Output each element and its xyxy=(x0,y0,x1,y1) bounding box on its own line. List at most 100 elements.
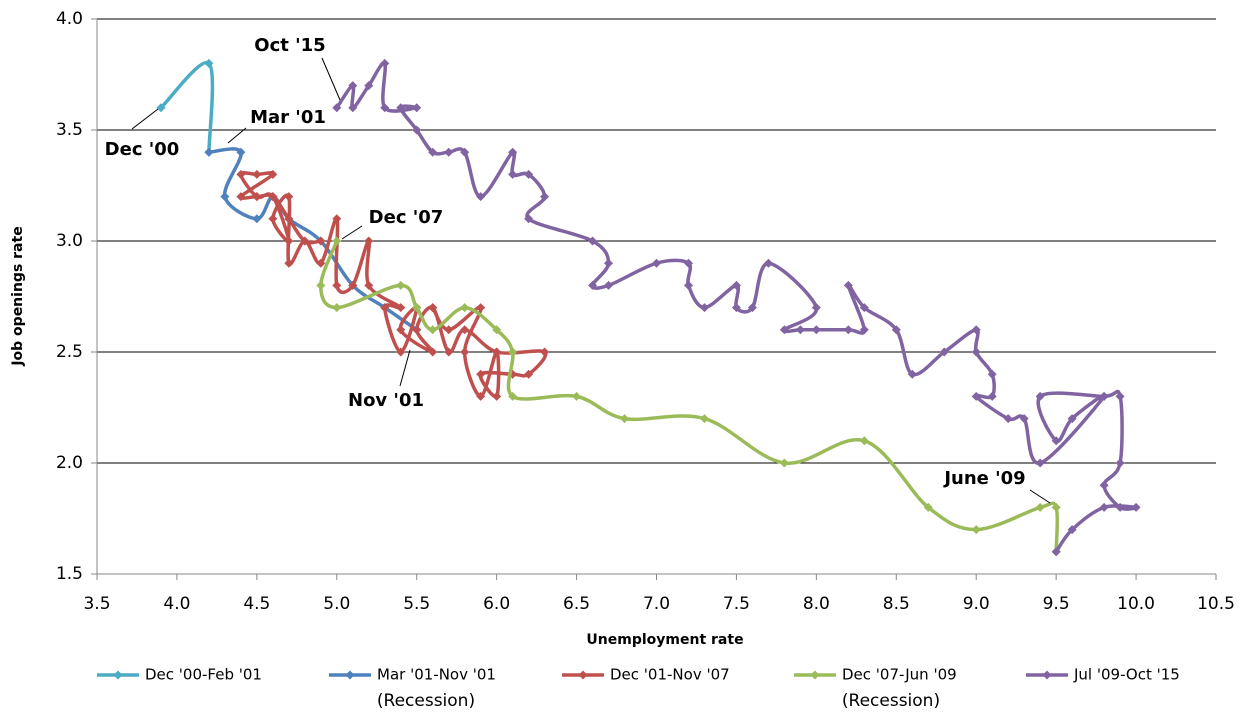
data-point xyxy=(1115,458,1125,468)
data-point xyxy=(1099,502,1109,512)
data-point xyxy=(284,258,294,268)
data-point xyxy=(1099,480,1109,490)
data-point xyxy=(268,214,278,224)
data-point xyxy=(284,214,294,224)
data-point xyxy=(396,303,406,313)
annotation-leader xyxy=(341,225,363,240)
data-point xyxy=(508,347,518,357)
data-point xyxy=(236,147,246,157)
data-point xyxy=(364,81,374,91)
data-point xyxy=(332,214,342,224)
data-point xyxy=(156,103,166,113)
data-point xyxy=(923,502,933,512)
data-point xyxy=(699,303,709,313)
data-point xyxy=(540,192,550,202)
y-tick-label: 4.0 xyxy=(56,9,83,29)
annotation-leader xyxy=(399,349,411,387)
data-point xyxy=(460,347,470,357)
data-point xyxy=(492,325,502,335)
data-point xyxy=(348,103,358,113)
data-point xyxy=(460,325,470,335)
data-point xyxy=(524,369,534,379)
data-point xyxy=(268,192,278,202)
data-point xyxy=(859,325,869,335)
data-point xyxy=(971,347,981,357)
data-point xyxy=(699,414,709,424)
data-point xyxy=(300,236,310,246)
data-point xyxy=(891,325,901,335)
data-point xyxy=(843,280,853,290)
data-point xyxy=(508,147,518,157)
x-tick-label: 6.5 xyxy=(563,594,590,614)
x-tick-label: 6.0 xyxy=(483,594,510,614)
data-point xyxy=(763,258,773,268)
data-point xyxy=(540,347,550,357)
x-tick-label: 7.5 xyxy=(723,594,750,614)
data-point xyxy=(412,325,422,335)
data-point xyxy=(492,347,502,357)
data-point xyxy=(843,325,853,335)
x-tick-label: 10.0 xyxy=(1117,594,1155,614)
y-tick-label: 3.5 xyxy=(56,120,83,140)
data-point xyxy=(332,236,342,246)
data-point xyxy=(524,214,534,224)
data-point xyxy=(236,169,246,179)
data-point xyxy=(428,147,438,157)
data-point xyxy=(987,391,997,401)
data-point xyxy=(652,258,661,268)
annotation-leader xyxy=(131,108,159,130)
data-point xyxy=(1035,502,1045,512)
data-point xyxy=(1115,391,1125,401)
legend-label: Jul '09-Oct '15 xyxy=(1073,666,1180,684)
data-point xyxy=(524,169,534,179)
x-tick-label: 4.0 xyxy=(163,594,190,614)
data-point xyxy=(380,303,390,313)
data-point xyxy=(460,147,470,157)
data-point xyxy=(380,58,390,68)
annotation: June '09 xyxy=(942,468,1025,489)
annotation-leader xyxy=(1029,489,1051,504)
data-point xyxy=(348,81,358,91)
data-point xyxy=(1051,547,1061,557)
y-axis-label: Job openings rate xyxy=(10,226,26,366)
data-point xyxy=(316,258,326,268)
data-point xyxy=(364,236,374,246)
annotation: Dec '00 xyxy=(105,139,180,160)
data-point xyxy=(731,303,741,313)
data-point xyxy=(811,303,821,313)
data-point xyxy=(460,303,470,313)
x-tick-label: 5.0 xyxy=(323,594,350,614)
legend-label: Mar '01-Nov '01 xyxy=(377,666,496,684)
x-tick-label: 9.0 xyxy=(963,594,990,614)
x-tick-label: 3.5 xyxy=(83,594,110,614)
data-point xyxy=(220,192,230,202)
data-point xyxy=(1051,502,1061,512)
annotation: Oct '15 xyxy=(254,35,325,56)
data-point xyxy=(1003,414,1013,424)
y-tick-label: 3.0 xyxy=(56,231,83,251)
data-point xyxy=(396,280,406,290)
data-point xyxy=(332,280,342,290)
data-point xyxy=(747,303,757,313)
data-point xyxy=(971,525,981,535)
data-point xyxy=(683,280,693,290)
legend-label: Dec '01-Nov '07 xyxy=(610,666,730,684)
data-point xyxy=(907,369,917,379)
data-point xyxy=(428,347,438,357)
annotation-leader xyxy=(321,57,341,101)
data-point xyxy=(380,103,390,113)
data-point xyxy=(412,125,422,135)
data-point xyxy=(1035,391,1045,401)
data-point xyxy=(476,391,486,401)
annotation: Mar '01 xyxy=(250,107,326,128)
data-point xyxy=(1067,525,1077,535)
annotation-leader xyxy=(227,127,247,144)
data-point xyxy=(284,236,294,246)
data-point xyxy=(332,303,342,313)
data-point xyxy=(987,369,997,379)
x-tick-label: 4.5 xyxy=(243,594,270,614)
x-tick-label: 5.5 xyxy=(403,594,430,614)
legend-note: (Recession) xyxy=(842,691,940,711)
data-point xyxy=(588,236,598,246)
